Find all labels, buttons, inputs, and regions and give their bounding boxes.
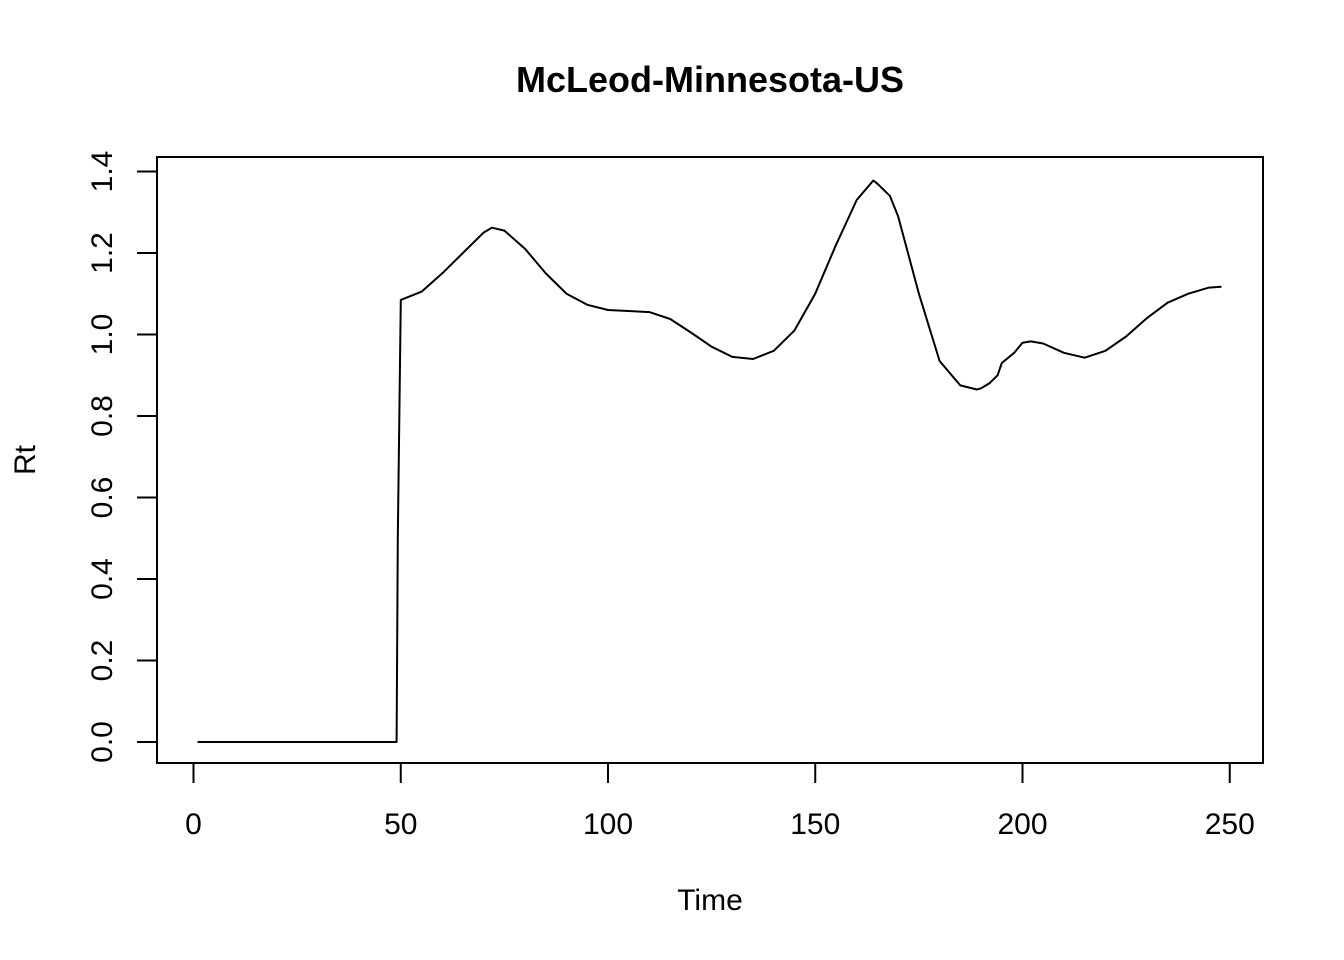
y-axis-label: Rt — [9, 444, 42, 475]
series-group — [197, 179, 1222, 743]
y-tick-label: 0.6 — [86, 477, 119, 519]
y-tick-label: 0.8 — [86, 395, 119, 437]
x-tick-label: 250 — [1205, 808, 1255, 841]
y-tick-label: 0.0 — [86, 721, 119, 763]
y-tick-label: 1.4 — [86, 151, 119, 193]
x-axis: 0 50 100 150 200 250 — [185, 762, 1255, 841]
y-axis: 0.0 0.2 0.4 0.6 0.8 1.0 1.2 1.4 — [86, 151, 158, 763]
rt-series-line — [197, 179, 1222, 743]
y-tick-label: 1.2 — [86, 232, 119, 274]
x-axis-label: Time — [677, 884, 743, 917]
y-tick-label: 0.4 — [86, 558, 119, 600]
x-tick-label: 200 — [997, 808, 1047, 841]
x-tick-label: 150 — [790, 808, 840, 841]
x-tick-label: 0 — [185, 808, 202, 841]
x-tick-label: 100 — [583, 808, 633, 841]
plot-area-box — [156, 156, 1264, 764]
x-tick-label: 50 — [384, 808, 417, 841]
chart-title: McLeod-Minnesota-US — [516, 59, 904, 100]
y-tick-label: 1.0 — [86, 314, 119, 356]
y-tick-label: 0.2 — [86, 640, 119, 682]
